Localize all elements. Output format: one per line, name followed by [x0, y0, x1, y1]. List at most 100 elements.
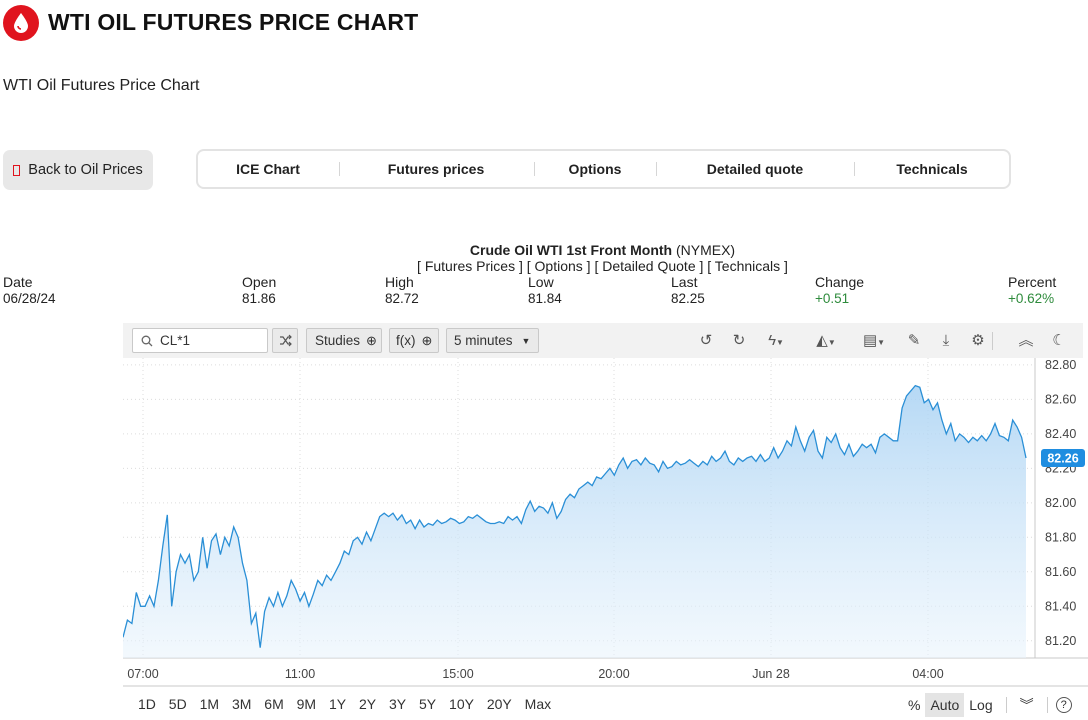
percent-label: Percent — [1008, 274, 1057, 290]
back-icon — [13, 164, 21, 176]
tab-divider — [656, 162, 657, 176]
help-icon[interactable]: ? — [1055, 697, 1072, 713]
exchange-label: (NYMEX) — [675, 242, 736, 258]
tab-divider — [854, 162, 855, 176]
back-button-label: Back to Oil Prices — [28, 162, 143, 178]
timeframe-max[interactable]: Max — [524, 696, 552, 712]
y-tick-label: 81.20 — [1045, 634, 1076, 648]
back-to-oil-prices-button[interactable]: Back to Oil Prices — [3, 150, 153, 190]
log-scale-button[interactable]: Log — [969, 697, 993, 713]
tab-options[interactable]: Options — [568, 161, 622, 177]
x-axis: 07:00 11:00 15:00 20:00 Jun 28 04:00 — [127, 667, 943, 681]
last-label: Last — [671, 274, 698, 290]
page-title: WTI OIL FUTURES PRICE CHART — [48, 9, 419, 35]
y-tick-label: 81.60 — [1045, 565, 1076, 579]
chart-toolbar: CL*1 Studies ⊕ f(x) ⊕ 5 minutes ▼ ↺ ↻ ϟ▼… — [123, 323, 1083, 358]
x-tick-label: 07:00 — [127, 667, 158, 681]
scale-options: % Auto Log ︾ ? — [903, 692, 1072, 718]
timeframe-3y[interactable]: 3Y — [389, 696, 407, 712]
search-icon — [141, 335, 153, 346]
studies-label: Studies — [315, 333, 361, 348]
auto-scale-button[interactable]: Auto — [925, 693, 965, 717]
tab-detailed-quote[interactable]: Detailed quote — [706, 161, 804, 177]
date-value: 06/28/24 — [3, 291, 56, 306]
download-icon[interactable]: ⤓ — [942, 332, 950, 349]
change-label: Change — [815, 274, 865, 290]
redo-icon[interactable]: ↻ — [732, 332, 746, 349]
price-area-fill — [123, 385, 1026, 658]
open-label: Open — [242, 274, 277, 290]
last-value: 82.25 — [671, 291, 705, 306]
timeframe-3m[interactable]: 3M — [231, 696, 252, 712]
tab-ice-chart[interactable]: ICE Chart — [236, 161, 300, 177]
timeframe-5d[interactable]: 5D — [168, 696, 187, 712]
collapse-up-icon[interactable]: ︽ — [1018, 332, 1034, 349]
add-circle-icon: ⊕ — [366, 332, 377, 348]
tab-divider — [339, 162, 340, 176]
timeframe-1y[interactable]: 1Y — [328, 696, 347, 712]
add-circle-icon: ⊕ — [421, 332, 433, 348]
x-tick-label: 04:00 — [912, 667, 943, 681]
dark-mode-moon-icon[interactable]: ☾ — [1052, 332, 1066, 349]
symbol-search-input[interactable]: CL*1 — [132, 328, 268, 353]
symbol-value: CL*1 — [160, 333, 191, 348]
x-tick-label: 15:00 — [442, 667, 473, 681]
chevron-down-icon: ▼ — [521, 335, 531, 346]
function-button[interactable]: f(x) ⊕ — [389, 328, 439, 353]
timeframe-selector: 1D 5D 1M 3M 6M 9M 1Y 2Y 3Y 5Y 10Y 20Y Ma… — [138, 696, 560, 712]
y-tick-label: 81.40 — [1045, 599, 1076, 613]
open-value: 81.86 — [242, 291, 276, 306]
y-tick-label: 82.80 — [1045, 358, 1076, 372]
price-line — [123, 384, 1027, 648]
interval-select[interactable]: 5 minutes ▼ — [446, 328, 539, 353]
last-price-badge — [1041, 449, 1085, 467]
chart-type-icon[interactable]: ◭▼ — [816, 332, 836, 349]
date-label: Date — [3, 274, 33, 290]
timeframe-2y[interactable]: 2Y — [358, 696, 377, 712]
y-tick-label: 82.40 — [1045, 427, 1076, 441]
timeframe-5y[interactable]: 5Y — [419, 696, 437, 712]
tab-technicals[interactable]: Technicals — [896, 161, 968, 177]
x-tick-label: Jun 28 — [752, 667, 790, 681]
y-tick-label: 81.80 — [1045, 530, 1076, 544]
last-price-marker: 82.26 — [1041, 449, 1085, 467]
timeframe-9m[interactable]: 9M — [296, 696, 317, 712]
change-value: +0.51 — [815, 291, 850, 306]
low-value: 81.84 — [528, 291, 562, 306]
timeframe-10y[interactable]: 10Y — [449, 696, 474, 712]
compare-button[interactable] — [272, 328, 298, 353]
shuffle-icon — [279, 334, 292, 347]
timeframe-6m[interactable]: 6M — [264, 696, 284, 712]
price-chart[interactable]: 82.8082.6082.4082.2082.0081.8081.6081.40… — [123, 358, 1088, 688]
events-lightning-icon[interactable]: ϟ▼ — [768, 332, 784, 349]
contract-name: Crude Oil WTI 1st Front Month — [469, 242, 673, 258]
timeframe-1d[interactable]: 1D — [138, 696, 156, 712]
percent-scale-button[interactable]: % — [908, 697, 921, 713]
oil-drop-icon — [14, 13, 28, 33]
high-value: 82.72 — [385, 291, 419, 306]
tab-divider — [534, 162, 535, 176]
tab-futures-prices[interactable]: Futures prices — [387, 161, 485, 177]
settings-gear-icon[interactable]: ⚙ — [971, 332, 985, 349]
studies-button[interactable]: Studies ⊕ — [306, 328, 382, 353]
function-label: f(x) — [396, 333, 416, 348]
display-options-icon[interactable]: ▤▼ — [862, 332, 886, 349]
quote-links[interactable]: [ Futures Prices ] [ Options ] [ Detaile… — [417, 258, 788, 274]
percent-value: +0.62% — [1008, 291, 1055, 306]
collapse-down-icon[interactable]: ︾ — [1019, 697, 1034, 713]
x-tick-label: 20:00 — [598, 667, 629, 681]
quote-title: Crude Oil WTI 1st Front Month (NYMEX) — [0, 242, 1088, 258]
oil-drop-logo — [3, 5, 39, 41]
y-axis: 82.8082.6082.4082.2082.0081.8081.6081.40… — [1045, 358, 1076, 648]
y-tick-label: 82.00 — [1045, 496, 1076, 510]
undo-icon[interactable]: ↺ — [699, 332, 713, 349]
draw-pencil-icon[interactable]: ✎ — [907, 332, 921, 349]
timeframe-1m[interactable]: 1M — [199, 696, 220, 712]
scale-divider — [1005, 697, 1007, 713]
last-price-label: 82.26 — [1047, 452, 1078, 466]
low-label: Low — [528, 274, 554, 290]
interval-label: 5 minutes — [454, 333, 513, 348]
timeframe-20y[interactable]: 20Y — [486, 696, 512, 712]
tab-bar: ICE Chart Futures prices Options Detaile… — [196, 149, 1011, 189]
y-tick-label: 82.60 — [1045, 392, 1076, 406]
